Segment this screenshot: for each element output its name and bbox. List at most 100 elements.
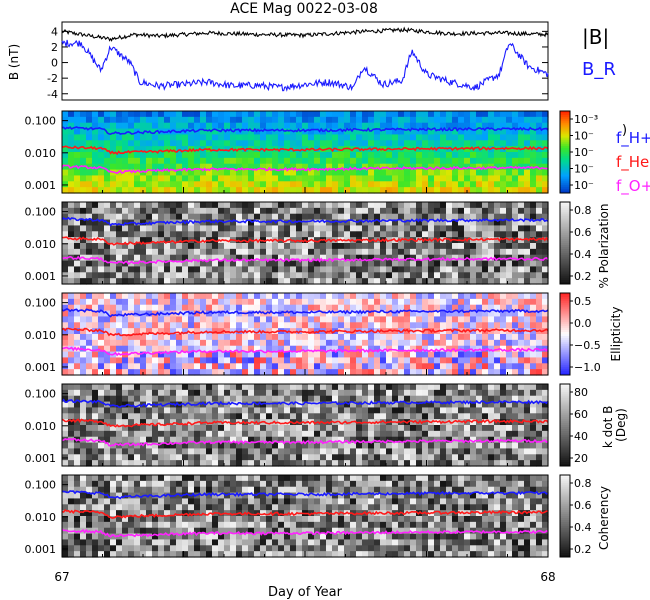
heatmap-cell — [134, 298, 141, 306]
heatmap-cell — [464, 384, 471, 391]
heatmap-cell — [284, 310, 291, 318]
heatmap-cell — [524, 334, 531, 341]
y-tick-label: 0.001 — [25, 179, 57, 192]
heatmap-cell — [224, 202, 231, 209]
heatmap-cell — [428, 225, 435, 232]
heatmap-cell — [146, 389, 153, 397]
heatmap-cell — [218, 345, 225, 353]
heatmap-cell — [170, 407, 177, 414]
heatmap-cell — [158, 152, 165, 159]
heatmap-cell — [62, 504, 69, 511]
power-colorbar: 10⁻³10⁻10⁻10⁻10⁻ — [559, 110, 598, 194]
heatmap-cell — [350, 213, 357, 221]
heatmap-cell — [200, 140, 207, 147]
heatmap-cell — [458, 163, 465, 171]
heatmap-cell — [470, 401, 477, 409]
heatmap-cell — [182, 278, 189, 285]
heatmap-cell — [254, 181, 261, 188]
colorbar-step — [560, 176, 570, 180]
heatmap-cell — [110, 163, 117, 171]
heatmap-cell — [350, 425, 357, 432]
heatmap-cell — [344, 272, 351, 279]
heatmap-cell — [122, 345, 129, 353]
heatmap-cell — [428, 395, 435, 403]
heatmap-cell — [260, 122, 267, 130]
heatmap-cell — [242, 357, 249, 364]
heatmap-cell — [476, 334, 483, 341]
colorbar-step — [560, 451, 570, 455]
heatmap-cell — [98, 181, 105, 188]
heatmap-cell — [488, 128, 495, 136]
heatmap-cell — [218, 363, 225, 370]
heatmap-cell — [86, 310, 93, 318]
heatmap-cell — [428, 454, 435, 461]
heatmap-cell — [284, 419, 291, 426]
heatmap-cell — [68, 248, 75, 256]
heatmap-cell — [230, 248, 237, 256]
heatmap-cell — [122, 169, 129, 177]
heatmap-cell — [194, 384, 201, 391]
heatmap-cell — [242, 407, 249, 414]
heatmap-cell — [236, 243, 243, 250]
heatmap-cell — [182, 454, 189, 461]
heatmap-cell — [260, 298, 267, 306]
heatmap-cell — [182, 134, 189, 141]
heatmap-cell — [104, 175, 111, 182]
heatmap-cell — [266, 181, 273, 188]
heatmap-cell — [524, 122, 531, 130]
heatmap-cell — [266, 454, 273, 461]
heatmap-cell — [122, 430, 129, 438]
heatmap-cell — [122, 146, 129, 153]
heatmap-cell — [314, 389, 321, 397]
heatmap-cell — [320, 122, 327, 130]
heatmap-cell — [476, 363, 483, 370]
heatmap-cell — [494, 254, 501, 262]
heatmap-cell — [170, 175, 177, 182]
heatmap-cell — [218, 122, 225, 130]
heatmap-cell — [290, 448, 297, 455]
heatmap-cell — [518, 243, 525, 250]
colorbar-step — [560, 240, 570, 244]
heatmap-cell — [284, 369, 291, 376]
heatmap-cell — [80, 492, 87, 500]
heatmap-cell — [338, 225, 345, 232]
heatmap-cell — [392, 369, 399, 376]
heatmap-cell — [464, 260, 471, 268]
heatmap-cell — [422, 128, 429, 136]
heatmap-cell — [530, 248, 537, 256]
heatmap-cell — [86, 254, 93, 262]
heatmap-cell — [518, 448, 525, 455]
heatmap-cell — [170, 134, 177, 141]
heatmap-cell — [218, 369, 225, 376]
heatmap-cell — [170, 146, 177, 153]
heatmap-cell — [80, 157, 87, 165]
heatmap-cell — [542, 460, 549, 467]
heatmap-cell — [458, 260, 465, 268]
heatmap-cell — [404, 243, 411, 250]
heatmap-cell — [386, 339, 393, 347]
heatmap-cell — [470, 266, 477, 273]
heatmap-cell — [446, 369, 453, 376]
heatmap-cell — [380, 260, 387, 268]
heatmap-cell — [212, 448, 219, 455]
heatmap-cell — [68, 539, 75, 546]
heatmap-cell — [542, 298, 549, 306]
heatmap-cell — [182, 407, 189, 414]
heatmap-cell — [392, 413, 399, 420]
heatmap-cell — [254, 389, 261, 397]
heatmap-cell — [188, 454, 195, 461]
heatmap-cell — [278, 363, 285, 370]
heatmap-cell — [212, 202, 219, 209]
heatmap-cell — [374, 407, 381, 414]
heatmap-cell — [104, 278, 111, 285]
heatmap-cell — [116, 181, 123, 188]
heatmap-cell — [206, 322, 213, 329]
heatmap-cell — [404, 448, 411, 455]
heatmap-cell — [338, 169, 345, 177]
heatmap-cell — [518, 187, 525, 194]
heatmap-cell — [482, 316, 489, 323]
heatmap-cell — [266, 407, 273, 414]
heatmap-cell — [356, 298, 363, 306]
heatmap-cell — [434, 357, 441, 364]
heatmap-cell — [98, 293, 105, 300]
